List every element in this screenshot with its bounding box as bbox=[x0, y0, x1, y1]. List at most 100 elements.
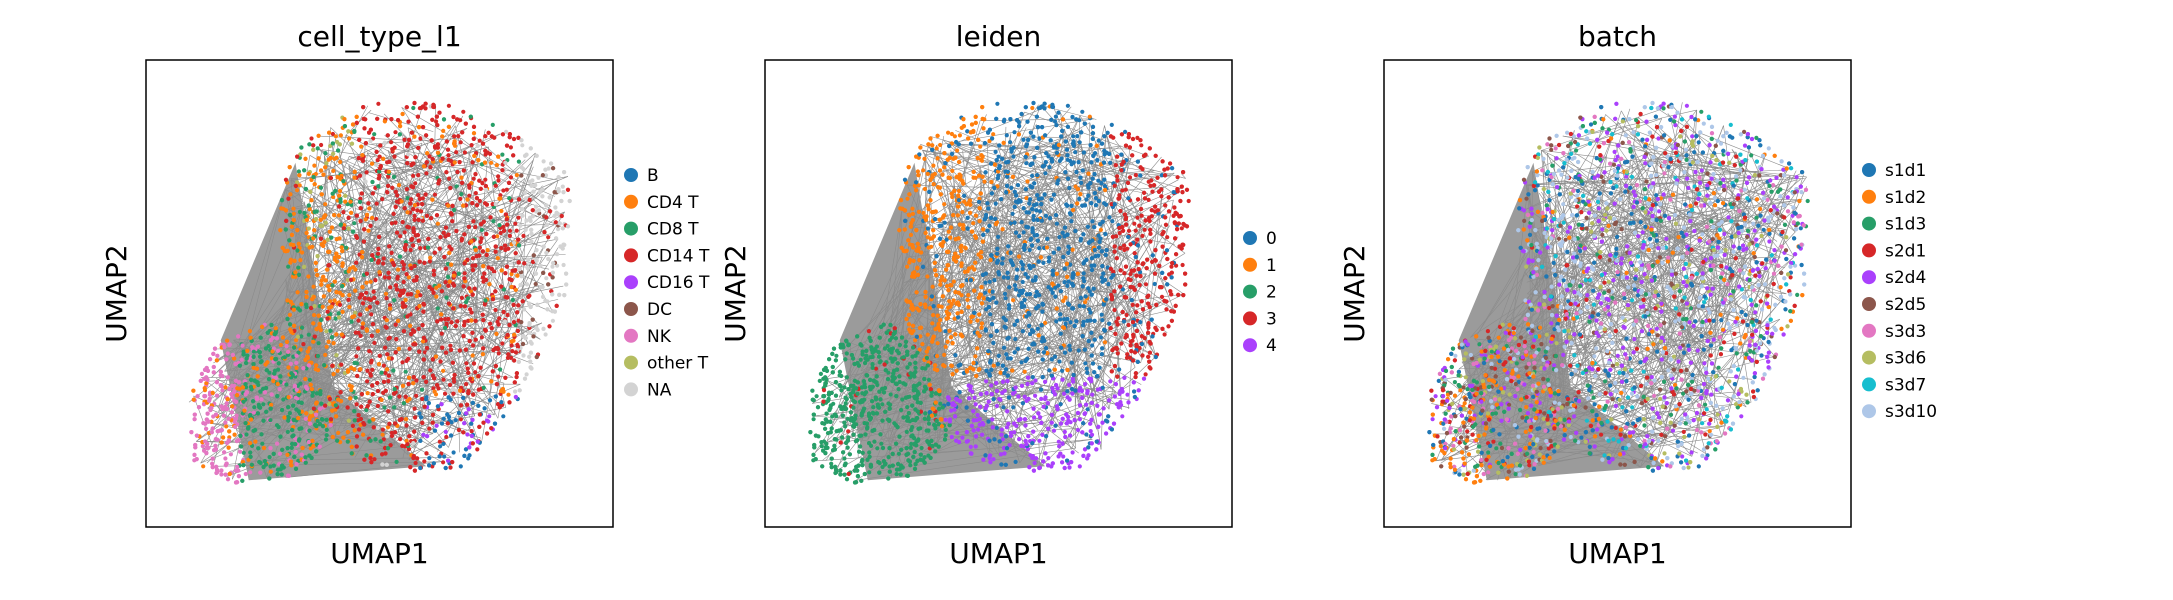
scatter-point bbox=[258, 470, 263, 475]
scatter-point bbox=[390, 185, 395, 190]
scatter-point bbox=[471, 392, 476, 397]
scatter-point bbox=[527, 330, 532, 335]
scatter-point bbox=[331, 151, 336, 156]
scatter-point bbox=[349, 141, 355, 146]
scatter-point bbox=[546, 256, 551, 262]
scatter-point bbox=[393, 189, 398, 194]
scatter-point bbox=[411, 229, 416, 235]
scatter-point bbox=[246, 457, 251, 462]
scatter-point bbox=[375, 380, 380, 386]
scatter-point bbox=[469, 239, 474, 244]
scatter-point bbox=[204, 381, 209, 386]
scatter-point bbox=[397, 132, 402, 137]
scatter-point bbox=[499, 208, 504, 214]
scatter-point bbox=[314, 268, 319, 273]
scatter-point bbox=[204, 451, 209, 456]
scatter-point bbox=[280, 335, 286, 340]
scatter-point bbox=[487, 398, 493, 403]
scatter-point bbox=[489, 426, 494, 431]
scatter-point bbox=[487, 282, 492, 287]
scatter-point bbox=[194, 433, 199, 438]
scatter-point bbox=[257, 459, 262, 465]
scatter-point bbox=[439, 331, 444, 336]
scatter-point bbox=[511, 136, 517, 142]
scatter-point bbox=[317, 406, 323, 411]
graph-edge bbox=[531, 198, 547, 212]
scatter-point bbox=[496, 322, 501, 327]
graph-edge bbox=[955, 130, 1024, 159]
scatter-point bbox=[268, 446, 273, 451]
scatter-point bbox=[218, 369, 223, 374]
scatter-point bbox=[434, 423, 439, 428]
scatter-point bbox=[191, 397, 196, 402]
scatter-point bbox=[402, 206, 407, 211]
scatter-point bbox=[424, 320, 429, 325]
scatter-point bbox=[309, 305, 314, 311]
scatter-point bbox=[371, 136, 376, 141]
scatter-point bbox=[428, 165, 433, 170]
scatter-point bbox=[364, 212, 370, 217]
scatter-point bbox=[457, 348, 462, 353]
scatter-point bbox=[422, 350, 428, 355]
scatter-point bbox=[225, 375, 230, 380]
scatter-point bbox=[404, 272, 409, 277]
scatter-point bbox=[497, 405, 502, 410]
scatter-point bbox=[393, 322, 398, 327]
graph-edge bbox=[321, 275, 459, 370]
graph-edge bbox=[1108, 245, 1123, 410]
scatter-point bbox=[382, 140, 387, 145]
scatter-point bbox=[269, 402, 274, 407]
scatter-point bbox=[411, 226, 416, 231]
scatter-point bbox=[542, 230, 547, 235]
scatter-point bbox=[354, 444, 359, 449]
scatter-point bbox=[284, 339, 290, 344]
y-axis-label: UMAP2 bbox=[100, 244, 133, 343]
scatter-point bbox=[312, 209, 317, 215]
scatter-point bbox=[321, 243, 326, 248]
scatter-point bbox=[252, 405, 257, 410]
graph-edge bbox=[1035, 187, 1096, 310]
legend-marker bbox=[624, 248, 638, 263]
scatter-point bbox=[376, 101, 381, 106]
scatter-point bbox=[469, 429, 474, 434]
scatter-point bbox=[470, 256, 476, 261]
scatter-point bbox=[299, 302, 304, 307]
scatter-point bbox=[541, 270, 546, 275]
scatter-point bbox=[319, 142, 324, 148]
scatter-point bbox=[467, 171, 472, 176]
scatter-point bbox=[418, 438, 423, 443]
scatter-point bbox=[458, 403, 464, 408]
scatter-point bbox=[352, 428, 357, 433]
scatter-point bbox=[423, 106, 428, 111]
scatter-point bbox=[323, 220, 328, 225]
scatter-point bbox=[397, 293, 403, 298]
graph-edge bbox=[414, 330, 508, 400]
scatter-point bbox=[430, 287, 435, 292]
scatter-point bbox=[349, 277, 354, 282]
scatter-point bbox=[495, 256, 500, 261]
scatter-point bbox=[414, 378, 419, 383]
scatter-point bbox=[298, 152, 303, 157]
scatter-point bbox=[393, 220, 398, 225]
scatter-point bbox=[555, 252, 560, 257]
scatter-point bbox=[380, 432, 385, 437]
scatter-point bbox=[275, 394, 280, 399]
scatter-point bbox=[512, 380, 517, 385]
scatter-point bbox=[332, 279, 337, 284]
scatter-point bbox=[472, 286, 477, 291]
scatter-point bbox=[193, 442, 198, 448]
graph-edge bbox=[403, 232, 479, 442]
scatter-point bbox=[442, 254, 447, 260]
scatter-point bbox=[283, 177, 289, 182]
scatter-point bbox=[358, 312, 363, 317]
scatter-point bbox=[350, 122, 356, 127]
scatter-point bbox=[327, 229, 332, 234]
scatter-point bbox=[435, 319, 440, 324]
scatter-point bbox=[318, 217, 323, 222]
graph-edge bbox=[366, 179, 422, 330]
scatter-point bbox=[390, 147, 395, 152]
scatter-point bbox=[443, 391, 448, 396]
scatter-point bbox=[441, 416, 446, 421]
scatter-point bbox=[357, 295, 362, 300]
